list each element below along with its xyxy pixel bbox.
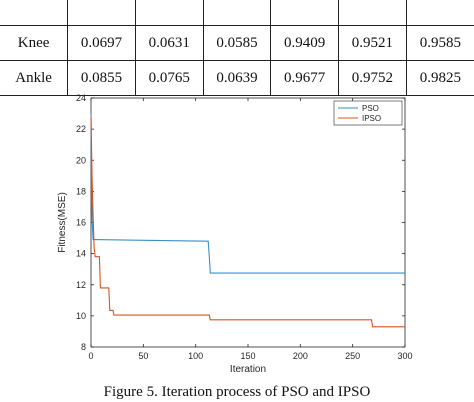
y-tick-label: 24 (76, 93, 86, 103)
table-row: Knee 0.0697 0.0631 0.0585 0.9409 0.9521 … (0, 25, 474, 61)
y-tick-label: 22 (76, 124, 86, 134)
y-tick-label: 8 (81, 342, 86, 352)
table-cell: 0.0697 (67, 25, 136, 61)
y-tick-label: 18 (76, 186, 86, 196)
table-cell: 0.9585 (405, 25, 474, 61)
series-line-ipso (90, 116, 405, 328)
table-cell: 0.0631 (134, 25, 204, 61)
table-row: Ankle 0.0855 0.0765 0.0639 0.9677 0.9752… (0, 60, 474, 96)
x-tick-label: 100 (188, 351, 203, 361)
table-cell (405, 0, 474, 26)
table-cell (202, 0, 272, 26)
row-label: Knee (0, 25, 69, 61)
figure-caption: Figure 5. Iteration process of PSO and I… (103, 384, 371, 400)
x-tick-label: 200 (293, 351, 308, 361)
results-table: Knee 0.0697 0.0631 0.0585 0.9409 0.9521 … (0, 0, 474, 96)
y-tick-label: 14 (76, 249, 86, 259)
table-cell: 0.9521 (338, 25, 407, 61)
legend-box (333, 100, 403, 126)
y-axis-label: Fitness(MSE) (57, 192, 68, 253)
table-cell (134, 0, 204, 26)
table-cell: 0.9752 (338, 60, 407, 96)
x-tick-label: 50 (138, 351, 148, 361)
x-tick-label: 300 (397, 351, 412, 361)
legend-label: IPSO (362, 114, 381, 123)
table-cell: 0.0639 (202, 60, 272, 96)
table-cell: 0.0765 (134, 60, 204, 96)
plot-area (90, 97, 406, 348)
table-row-top (0, 0, 474, 26)
table-cell: 0.0855 (67, 60, 136, 96)
y-tick-label: 16 (76, 218, 86, 228)
y-tick-label: 20 (76, 155, 86, 165)
x-axis-label: Iteration (230, 364, 266, 375)
x-tick-label: 250 (345, 351, 360, 361)
x-tick-label: 150 (240, 351, 255, 361)
table-cell: 0.9677 (270, 60, 340, 96)
x-tick-label: 0 (88, 351, 93, 361)
row-label: Ankle (0, 60, 69, 96)
legend-label: PSO (362, 104, 379, 113)
y-tick-label: 10 (76, 311, 86, 321)
table-cell: 0.9409 (270, 25, 340, 61)
table-cell: 0.9825 (405, 60, 474, 96)
y-tick-label: 12 (76, 280, 86, 290)
